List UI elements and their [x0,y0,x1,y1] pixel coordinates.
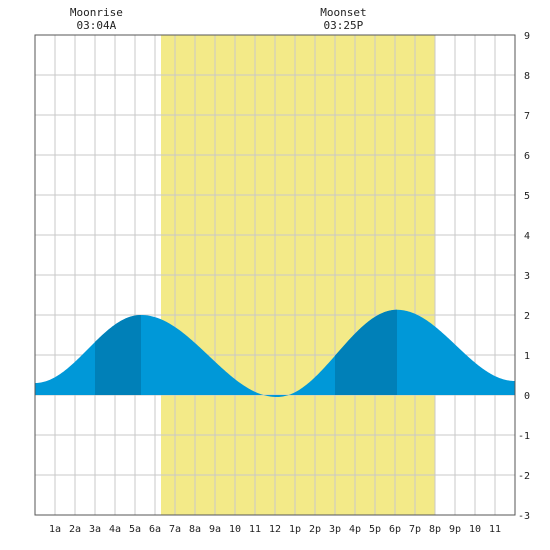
x-tick-label: 8a [189,524,201,535]
x-tick-label: 10 [469,524,481,535]
x-tick-label: 1a [49,524,61,535]
tide-area-layer [35,309,515,397]
moonset-label: Moonset [320,6,366,19]
x-tick-label: 2a [69,524,81,535]
y-tick-label: -2 [518,471,530,482]
y-tick-label: 8 [524,71,530,82]
plot-frame [34,34,516,516]
x-tick-label: 8p [429,524,441,535]
y-tick-label: 9 [524,31,530,42]
grid-layer [35,35,515,515]
x-tick-label: 5a [129,524,141,535]
x-tick-label: 1p [289,524,301,535]
x-tick-label: 7a [169,524,181,535]
x-tick-label: 9a [209,524,221,535]
y-tick-label: 0 [524,391,530,402]
x-tick-label: 4a [109,524,121,535]
moonrise-time: 03:04A [77,19,117,32]
x-axis-tick-labels: 1a 2a 3a 4a 5a 6a 7a 8a 9a 10 11 12 1p 2p 3p 4p 5p 6p 7p 8p… [49,524,501,535]
moonrise-label: Moonrise [70,6,123,19]
x-tick-label: 2p [309,524,321,535]
x-tick-label: 10 [229,524,241,535]
y-tick-label: 6 [524,151,530,162]
x-tick-label: 11 [249,524,261,535]
x-tick-label: 6a [149,524,161,535]
x-tick-label: 5p [369,524,381,535]
x-tick-label: 12 [269,524,281,535]
x-tick-label: 9p [449,524,461,535]
x-tick-label: 7p [409,524,421,535]
y-tick-label: 5 [524,191,530,202]
x-tick-label: 11 [489,524,501,535]
y-tick-label: 4 [524,231,530,242]
y-axis-tick-labels: -3 -2 -1 0 1 2 3 4 5 6 7 8 9 [518,31,530,522]
x-tick-label: 4p [349,524,361,535]
y-tick-label: -1 [518,431,530,442]
moonset-time: 03:25P [324,19,364,32]
tide-area-shade [335,309,397,395]
x-tick-label: 3p [329,524,341,535]
tide-area-shade [95,315,141,395]
y-tick-label: 7 [524,111,530,122]
y-tick-label: -3 [518,511,530,522]
x-tick-label: 3a [89,524,101,535]
x-tick-label: 6p [389,524,401,535]
y-tick-label: 3 [524,271,530,282]
y-tick-label: 2 [524,311,530,322]
y-tick-label: 1 [524,351,530,362]
moon-annotations: Moonrise 03:04A Moonset 03:25P [70,6,367,32]
